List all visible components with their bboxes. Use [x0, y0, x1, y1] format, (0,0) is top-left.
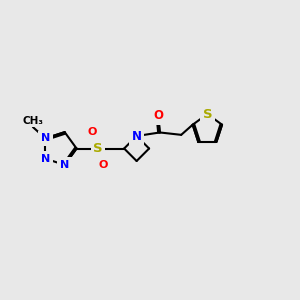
- Text: O: O: [99, 160, 108, 170]
- Text: S: S: [202, 107, 212, 121]
- Text: N: N: [41, 134, 50, 143]
- Text: S: S: [93, 142, 103, 155]
- Text: N: N: [132, 130, 142, 142]
- Text: O: O: [88, 127, 97, 137]
- Text: N: N: [41, 154, 50, 164]
- Text: CH₃: CH₃: [22, 116, 44, 126]
- Text: N: N: [60, 160, 69, 170]
- Text: O: O: [153, 109, 163, 122]
